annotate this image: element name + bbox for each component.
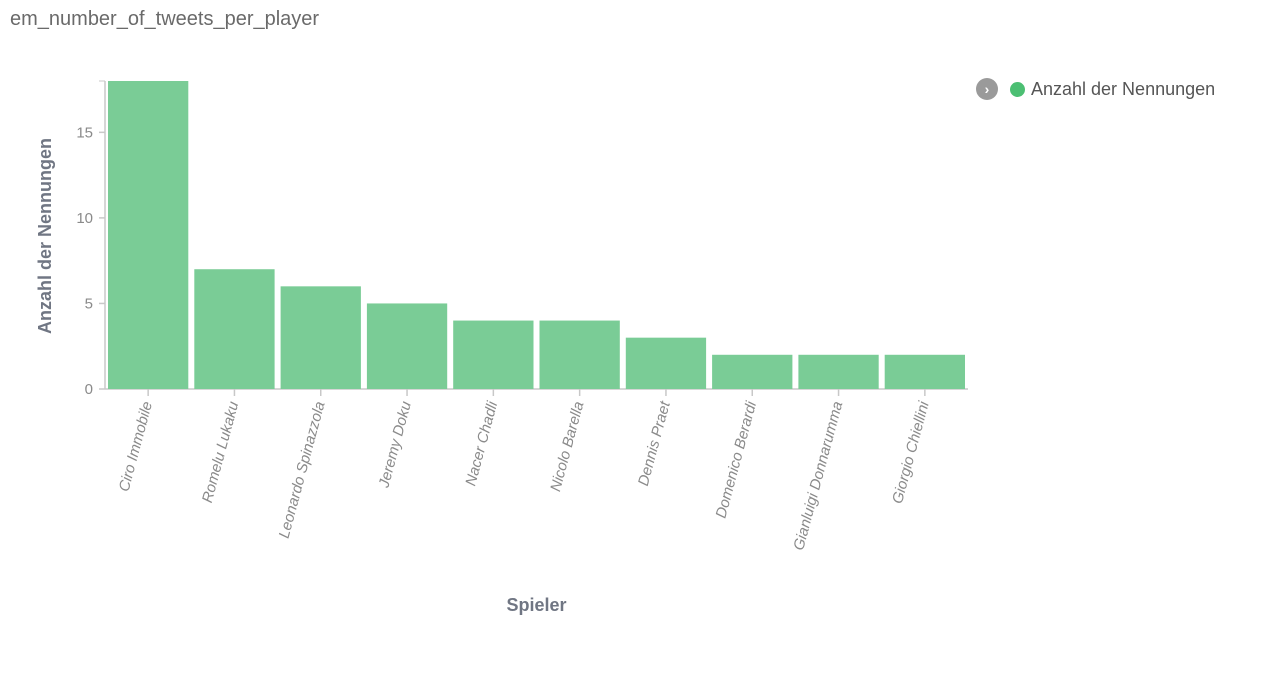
y-axis-title: Anzahl der Nennungen bbox=[35, 138, 55, 334]
bar-nacer-chadli bbox=[453, 320, 534, 389]
bar-ciro-immobile bbox=[108, 81, 189, 389]
x-tick-label: Giorgio Chiellini bbox=[889, 399, 933, 506]
legend-color-dot bbox=[1010, 81, 1025, 97]
chart-title: em_number_of_tweets_per_player bbox=[10, 8, 320, 30]
bar-domenico-berardi bbox=[712, 354, 793, 389]
x-tick-label: Nacer Chadli bbox=[462, 399, 501, 488]
legend-label[interactable]: Anzahl der Nennungen bbox=[1031, 78, 1216, 99]
bar-jeremy-doku bbox=[366, 303, 448, 389]
x-tick-label: Jeremy Doku bbox=[375, 399, 415, 490]
x-tick-label: Leonardo Spinazzola bbox=[276, 400, 329, 541]
x-tick-label: Ciro Immobile bbox=[116, 400, 156, 494]
chevron-right-icon[interactable]: › bbox=[976, 78, 998, 100]
x-axis-title: Spieler bbox=[506, 595, 566, 615]
y-tick-label: 0 bbox=[85, 381, 93, 398]
y-tick-label: 10 bbox=[76, 210, 93, 227]
bar-nicolo-barella bbox=[539, 320, 620, 389]
x-tick-label: Dennis Praet bbox=[635, 399, 674, 488]
x-tick-label: Gianluigi Donnarumma bbox=[790, 400, 846, 553]
x-tick-label: Romelu Lukaku bbox=[199, 399, 243, 505]
legend: › Anzahl der Nennungen bbox=[976, 78, 1215, 100]
y-tick-label: 15 bbox=[76, 124, 93, 141]
x-tick-label: Domenico Berardi bbox=[713, 399, 761, 520]
y-tick-label: 5 bbox=[85, 295, 93, 312]
bar-dennis-praet bbox=[625, 337, 707, 389]
bar-leonardo-spinazzola bbox=[280, 286, 361, 389]
bar-giorgio-chiellini bbox=[884, 354, 965, 389]
x-tick-label: Nicolo Barella bbox=[547, 400, 587, 494]
bar-gianluigi-donnarumma bbox=[798, 354, 879, 389]
bar-romelu-lukaku bbox=[194, 269, 275, 389]
